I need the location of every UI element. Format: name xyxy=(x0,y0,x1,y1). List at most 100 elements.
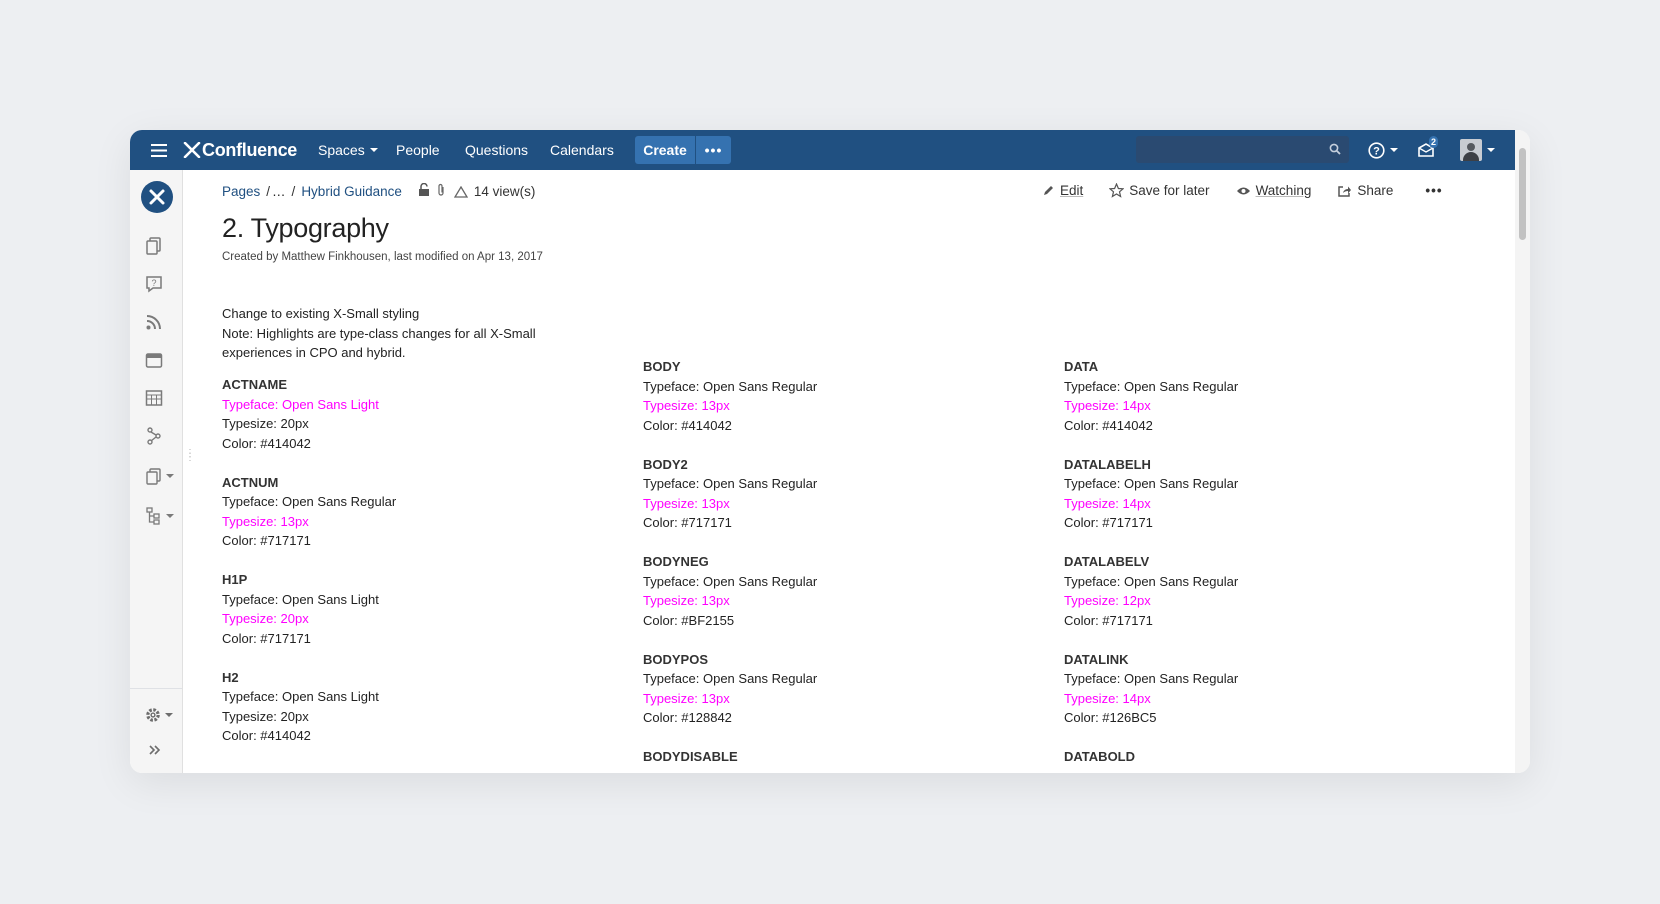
spec-line: Color: #414042 xyxy=(643,417,732,433)
create-button[interactable]: Create xyxy=(635,136,695,164)
type-class-entry: DATALABELH Typeface: Open Sans Regular Typ… xyxy=(1064,455,1444,533)
chevron-down-icon xyxy=(166,514,174,518)
spec-line: Color: #717171 xyxy=(222,533,311,548)
breadcrumb-pages-link[interactable]: Pages xyxy=(222,184,261,199)
help-icon: ? xyxy=(1368,141,1385,159)
spec-line: Color: #BF2155 xyxy=(643,612,735,628)
share-label: Share xyxy=(1357,183,1394,198)
pages-icon[interactable] xyxy=(144,236,164,256)
watching-label: Watching xyxy=(1255,183,1312,198)
highlighted-spec-line: Typesize: 14px xyxy=(1064,690,1151,706)
type-class-entry: BODY2 Typeface: Open Sans Regular Typesize… xyxy=(643,455,1023,533)
page-content: Pages / … / Hybrid Guidance 14 view(s) E… xyxy=(222,170,1502,773)
type-class-entry: ACTNAME Typeface: Open Sans Light Typesize… xyxy=(222,375,602,453)
typography-column-1: ACTNAME Typeface: Open Sans Light Typesize… xyxy=(222,375,602,765)
watching-button[interactable]: Watching xyxy=(1236,183,1312,198)
type-class-name: BODY2 xyxy=(643,456,688,472)
spec-line: Typeface: Open Sans Regular xyxy=(643,476,818,491)
scrollbar-thumb[interactable] xyxy=(1519,148,1526,240)
nav-calendars[interactable]: Calendars xyxy=(550,142,614,158)
blog-feed-icon[interactable] xyxy=(144,312,164,332)
type-class-name: BODYPOS xyxy=(643,651,709,667)
help-menu[interactable]: ? xyxy=(1368,130,1398,170)
type-class-entry: DATA Typeface: Open Sans Regular Typesize:… xyxy=(1064,357,1444,435)
page-metadata: Created by Matthew Finkhousen, last modi… xyxy=(222,251,543,263)
type-class-entry: BODY Typeface: Open Sans Regular Typesize:… xyxy=(643,357,1023,435)
breadcrumb: Pages / … / Hybrid Guidance 14 view(s) xyxy=(222,182,536,200)
type-class-entry: DATALABELV Typeface: Open Sans Regular Typ… xyxy=(1064,552,1444,630)
questions-icon[interactable]: ? xyxy=(144,274,164,294)
table-icon[interactable] xyxy=(144,388,164,408)
breadcrumb-ellipsis[interactable]: … xyxy=(272,184,286,199)
type-class-entry: H2 Typeface: Open Sans Light Typesize: 20p… xyxy=(222,668,602,746)
intro-line: Change to existing X-Small styling xyxy=(222,306,420,321)
type-class-entry: DATALINK Typeface: Open Sans Regular Types… xyxy=(1064,650,1444,728)
page-views-label: 14 view(s) xyxy=(473,184,536,199)
more-actions-button[interactable]: ••• xyxy=(1425,183,1443,198)
attachment-icon[interactable] xyxy=(436,183,446,200)
browser-window: Confluence Spaces People Questions Calen… xyxy=(130,130,1530,773)
tree-icon[interactable] xyxy=(144,426,164,446)
top-navigation-bar: Confluence Spaces People Questions Calen… xyxy=(130,130,1515,170)
type-class-name: DATA xyxy=(1064,359,1099,374)
sidebar-resize-handle[interactable]: ⋮ ⋮ xyxy=(185,448,195,463)
spec-line: Color: #414042 xyxy=(222,728,311,743)
breadcrumb-parent-link[interactable]: Hybrid Guidance xyxy=(301,184,402,199)
hierarchy-icon[interactable] xyxy=(144,506,174,526)
highlighted-spec-line: Typesize: 20px xyxy=(222,611,309,626)
breadcrumb-separator: / xyxy=(266,184,271,199)
user-menu[interactable] xyxy=(1460,130,1495,170)
logo-text: Confluence xyxy=(202,139,298,160)
create-more-button[interactable]: ••• xyxy=(696,136,731,164)
spec-line: Typeface: Open Sans Light xyxy=(222,689,379,704)
space-logo[interactable] xyxy=(141,181,173,213)
edit-label: Edit xyxy=(1060,183,1084,198)
spec-line: Typeface: Open Sans Regular xyxy=(222,494,397,509)
search-input[interactable] xyxy=(1136,136,1332,163)
search-field[interactable] xyxy=(1136,136,1349,163)
nav-spaces[interactable]: Spaces xyxy=(318,130,378,170)
type-class-entry: DATABOLD xyxy=(1064,747,1444,767)
intro-text: Change to existing X-Small styling Note:… xyxy=(222,304,562,363)
eye-icon xyxy=(1236,187,1250,194)
nav-people[interactable]: People xyxy=(396,142,440,158)
spec-line: Typeface: Open Sans Regular xyxy=(1064,476,1239,491)
highlighted-spec-line: Typesize: 13px xyxy=(643,398,730,413)
expand-sidebar-button[interactable] xyxy=(148,744,162,756)
unlock-icon[interactable] xyxy=(418,182,430,200)
save-for-later-button[interactable]: Save for later xyxy=(1109,183,1210,198)
typography-column-3: DATA Typeface: Open Sans Regular Typesize:… xyxy=(1064,357,1444,773)
gear-icon xyxy=(146,708,160,722)
chevron-down-icon xyxy=(165,713,173,717)
analytics-icon xyxy=(453,185,468,198)
spec-line: Typeface: Open Sans Regular xyxy=(1064,671,1239,686)
notifications-button[interactable]: 2 xyxy=(1417,130,1439,170)
calendar-icon[interactable] xyxy=(144,350,164,370)
breadcrumb-separator: / xyxy=(291,184,296,199)
confluence-logo-icon xyxy=(183,142,201,158)
spec-line: Color: #717171 xyxy=(1064,612,1153,628)
spec-line: Typeface: Open Sans Regular xyxy=(1064,378,1239,394)
highlighted-spec-line: Typesize: 13px xyxy=(643,495,730,511)
spec-line: Color: #126BC5 xyxy=(1064,710,1157,725)
type-class-name: DATABOLD xyxy=(1064,749,1136,764)
page-scrollbar[interactable] xyxy=(1515,130,1530,773)
page-actions: Edit Save for later Watching Share ••• xyxy=(1042,183,1443,198)
star-icon xyxy=(1109,183,1125,198)
type-class-name: H2 xyxy=(222,669,239,685)
edit-button[interactable]: Edit xyxy=(1042,183,1083,198)
type-class-name: BODYNEG xyxy=(643,554,709,569)
nav-questions[interactable]: Questions xyxy=(465,142,529,158)
spec-line: Color: #717171 xyxy=(1064,515,1153,530)
page-views[interactable]: 14 view(s) xyxy=(453,184,536,199)
spec-line: Color: #414042 xyxy=(1064,417,1153,433)
double-chevron-right-icon xyxy=(149,745,161,755)
type-class-entry: ACTNUM Typeface: Open Sans Regular Typesiz… xyxy=(222,473,602,551)
spec-line: Typesize: 20px xyxy=(222,708,309,724)
hamburger-menu-icon[interactable] xyxy=(147,130,171,170)
copy-pages-icon[interactable] xyxy=(144,466,174,486)
share-button[interactable]: Share xyxy=(1337,183,1393,198)
space-settings-button[interactable] xyxy=(144,706,173,724)
confluence-logo[interactable]: Confluence xyxy=(183,130,297,170)
svg-text:?: ? xyxy=(1373,145,1380,157)
